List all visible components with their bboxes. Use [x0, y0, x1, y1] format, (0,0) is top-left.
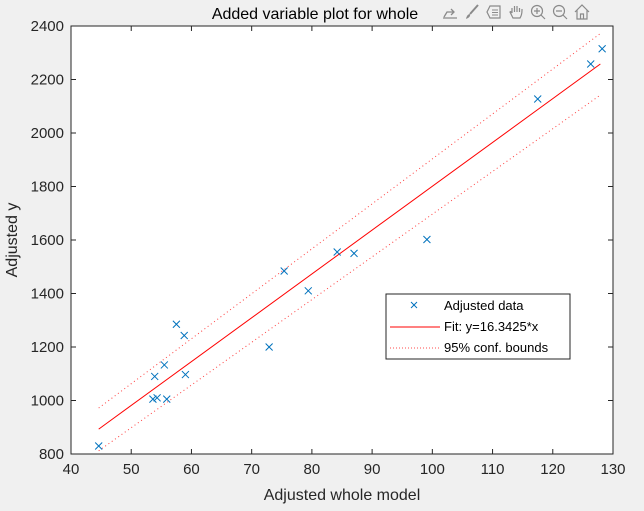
y-tick-label: 2200	[31, 72, 64, 89]
zoom-out-icon	[552, 4, 568, 20]
y-axis-label: Adjusted y	[4, 203, 21, 278]
legend-marker-x-icon	[410, 301, 418, 309]
pan-button[interactable]	[506, 1, 526, 23]
x-tick-label: 60	[183, 461, 200, 478]
data-point-x-icon[interactable]	[304, 286, 313, 295]
zoom-out-button[interactable]	[550, 1, 570, 23]
y-tick-label: 1400	[31, 286, 64, 303]
x-tick-label: 50	[123, 461, 140, 478]
y-tick-label: 800	[39, 446, 64, 463]
x-tick-label: 110	[481, 461, 505, 478]
brush-button[interactable]	[462, 1, 482, 23]
data-point-x-icon[interactable]	[149, 395, 157, 404]
legend-entry-bounds: 95% conf. bounds	[444, 340, 549, 355]
home-icon	[574, 4, 590, 20]
data-point-x-icon[interactable]	[265, 343, 273, 351]
y-tick-label: 1000	[31, 393, 64, 410]
data-point-x-icon[interactable]	[94, 442, 103, 450]
legend-entry-fit: Fit: y=16.3425*x	[444, 319, 539, 334]
x-tick-label: 130	[600, 461, 625, 478]
axes-toolbar	[440, 1, 592, 23]
upper-conf-bound-line	[98, 33, 601, 409]
series-layer	[94, 33, 607, 452]
x-tick-label: 40	[63, 461, 80, 478]
chart-title: Added variable plot for whole	[212, 6, 418, 23]
data-point-x-icon[interactable]	[598, 44, 607, 53]
data-point-x-icon[interactable]	[180, 331, 189, 340]
legend[interactable]: Adjusted data Fit: y=16.3425*x 95% conf.…	[385, 293, 571, 360]
x-tick-label: 80	[304, 461, 321, 478]
y-tick-label: 2400	[31, 18, 64, 35]
fit-line	[98, 63, 601, 430]
zoom-in-icon	[530, 4, 546, 20]
brush-icon	[466, 4, 479, 19]
x-tick-label: 70	[243, 461, 260, 478]
data-point-x-icon[interactable]	[333, 248, 342, 256]
x-tick-label: 90	[364, 461, 381, 478]
tick-marks: 40 50 60 70 80 90 100 110 120 130 800 1000 1200 1400 1…	[31, 18, 626, 478]
data-point-x-icon[interactable]	[423, 235, 431, 244]
zoom-in-button[interactable]	[528, 1, 548, 23]
data-point-x-icon[interactable]	[150, 372, 159, 381]
data-point-x-icon[interactable]	[162, 395, 171, 404]
datatip-icon	[486, 5, 501, 19]
export-button[interactable]	[440, 1, 460, 23]
data-point-x-icon[interactable]	[181, 370, 190, 379]
data-point-x-icon[interactable]	[586, 60, 595, 68]
y-tick-label: 1200	[31, 339, 64, 356]
data-point-x-icon[interactable]	[160, 361, 169, 369]
data-point-x-icon[interactable]	[172, 320, 181, 329]
data-point-x-icon[interactable]	[533, 95, 542, 103]
y-tick-label: 2000	[31, 125, 64, 142]
data-point-x-icon[interactable]	[280, 267, 289, 275]
export-icon	[443, 8, 457, 19]
pan-icon	[509, 6, 523, 19]
x-tick-label: 100	[420, 461, 445, 478]
lower-conf-bound-line	[98, 94, 601, 452]
y-tick-label: 1600	[31, 232, 64, 249]
datatip-button[interactable]	[484, 1, 504, 23]
data-point-x-icon[interactable]	[153, 393, 161, 402]
home-button[interactable]	[572, 1, 592, 23]
x-tick-label: 120	[540, 461, 565, 478]
y-tick-label: 1800	[31, 179, 64, 196]
data-point-x-icon[interactable]	[350, 249, 358, 258]
legend-entry-data: Adjusted data	[444, 298, 524, 313]
x-axis-label: Adjusted whole model	[264, 487, 421, 504]
plot-area[interactable]	[71, 26, 613, 454]
